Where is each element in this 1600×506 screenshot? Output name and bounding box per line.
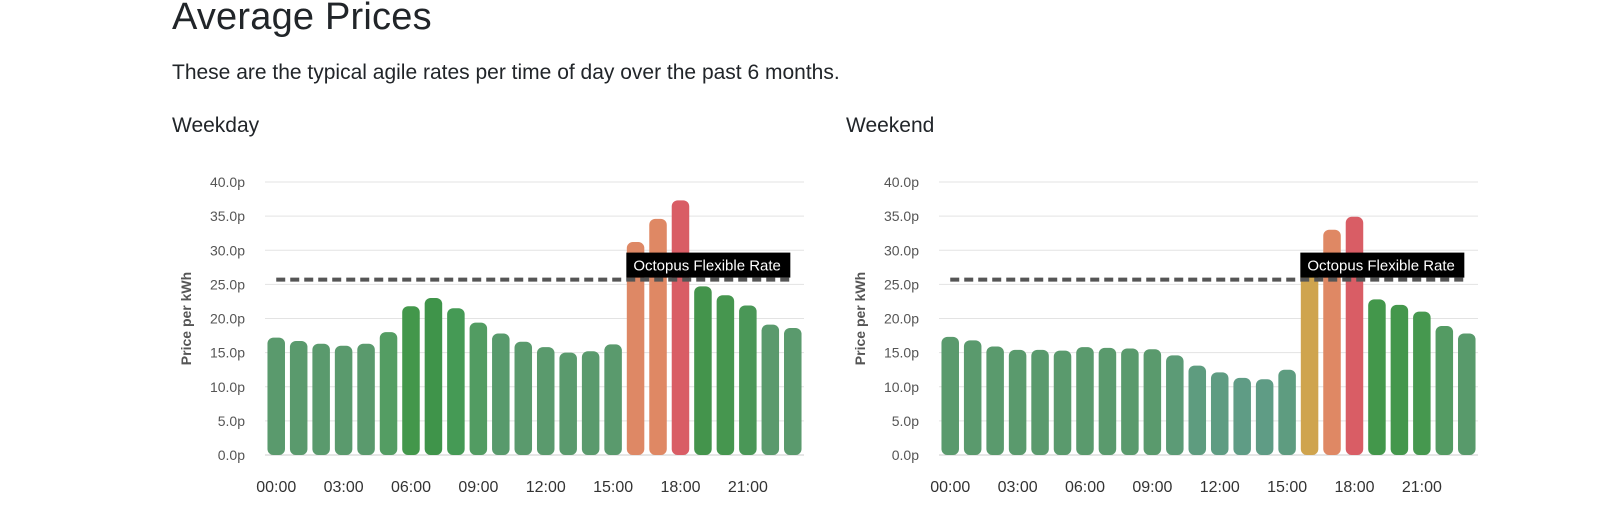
price-bar	[1008, 349, 1027, 455]
x-tick-label: 09:00	[458, 479, 498, 496]
price-bar	[963, 340, 982, 455]
x-tick-label: 12:00	[526, 479, 566, 496]
price-bar	[761, 324, 780, 455]
y-tick-label: 10.0p	[210, 379, 245, 395]
x-tick-label: 21:00	[728, 479, 768, 496]
price-bar	[1458, 333, 1476, 455]
x-tick-label: 03:00	[998, 479, 1038, 496]
x-tick-label: 06:00	[391, 479, 431, 496]
y-axis-label: Price per kWh	[178, 272, 194, 365]
price-bar	[694, 286, 712, 455]
price-bar	[447, 308, 465, 455]
price-bar	[1255, 379, 1274, 455]
price-bar	[671, 200, 690, 455]
x-tick-label: 21:00	[1402, 479, 1442, 496]
price-bar	[941, 336, 959, 455]
price-bar	[1143, 349, 1162, 455]
price-bar	[1233, 377, 1251, 455]
x-tick-label: 15:00	[593, 479, 633, 496]
price-bar	[986, 346, 1004, 455]
flexible-rate-label-text: Octopus Flexible Rate	[1307, 258, 1455, 275]
price-bar	[1031, 349, 1049, 455]
y-tick-label: 35.0p	[884, 208, 919, 224]
price-bar	[559, 352, 577, 455]
weekend-price-chart: 0.0p 5.0p 10.0p 15.0p 20.0p 25.0p 30.0p 35.0p 40…	[852, 174, 1478, 496]
weekday-price-chart: 0.0p 5.0p 10.0p 15.0p 20.0p 25.0p 30.0p 35.0p 40…	[178, 174, 804, 496]
price-bar	[1210, 372, 1229, 455]
price-bar	[312, 343, 330, 455]
price-bar	[289, 341, 308, 455]
page-subtitle: These are the typical agile rates per ti…	[172, 61, 840, 84]
price-bar	[626, 242, 645, 455]
flexible-rate-label-text: Octopus Flexible Rate	[633, 258, 781, 275]
price-bar	[1345, 216, 1364, 455]
flexible-rate-label: Octopus Flexible Rate	[626, 252, 791, 278]
price-bar	[1435, 326, 1454, 455]
y-tick-label: 40.0p	[210, 174, 245, 190]
price-bar	[1121, 348, 1139, 455]
page-title: Average Prices	[172, 0, 432, 38]
x-tick-label: 06:00	[1065, 479, 1105, 496]
x-tick-label: 00:00	[256, 479, 296, 496]
price-bar	[1300, 265, 1319, 455]
y-tick-label: 5.0p	[218, 413, 245, 429]
price-bar	[379, 332, 398, 455]
y-tick-label: 35.0p	[210, 208, 245, 224]
y-tick-label: 25.0p	[884, 276, 919, 292]
x-tick-label: 00:00	[930, 479, 970, 496]
price-bar	[1076, 347, 1094, 455]
y-tick-label: 0.0p	[892, 447, 919, 463]
weekend-chart-heading: Weekend	[846, 114, 935, 137]
price-bar	[492, 333, 510, 455]
price-bar	[1413, 311, 1431, 455]
y-tick-label: 25.0p	[210, 276, 245, 292]
price-bar	[1368, 299, 1386, 455]
y-tick-label: 20.0p	[884, 311, 919, 327]
price-bar	[716, 295, 735, 455]
x-tick-label: 18:00	[660, 479, 700, 496]
x-tick-label: 15:00	[1267, 479, 1307, 496]
y-tick-label: 10.0p	[884, 379, 919, 395]
price-bar	[334, 345, 353, 455]
y-tick-label: 20.0p	[210, 311, 245, 327]
x-tick-label: 12:00	[1200, 479, 1240, 496]
price-bar	[514, 341, 533, 455]
y-axis-label: Price per kWh	[852, 272, 868, 365]
price-bar	[604, 344, 622, 455]
price-bar	[581, 351, 600, 455]
price-bar	[536, 347, 555, 455]
x-tick-label: 03:00	[324, 479, 364, 496]
price-bar	[469, 322, 488, 455]
y-tick-label: 40.0p	[884, 174, 919, 190]
price-bar	[1188, 365, 1207, 455]
x-tick-label: 18:00	[1334, 479, 1374, 496]
x-tick-label: 09:00	[1132, 479, 1172, 496]
y-tick-label: 15.0p	[884, 345, 919, 361]
price-bar	[1323, 229, 1341, 455]
price-bar	[784, 328, 802, 455]
flexible-rate-label-box	[1300, 252, 1465, 278]
y-tick-label: 5.0p	[892, 413, 919, 429]
price-bar	[1098, 347, 1117, 455]
flexible-rate-label-box	[626, 252, 791, 278]
price-bar	[1053, 350, 1072, 455]
y-tick-label: 0.0p	[218, 447, 245, 463]
y-tick-label: 15.0p	[210, 345, 245, 361]
price-bar	[357, 343, 375, 455]
y-tick-label: 30.0p	[884, 242, 919, 258]
price-bar	[267, 337, 285, 455]
price-bar	[1166, 355, 1184, 455]
price-bar	[1278, 369, 1296, 455]
price-bar	[1390, 304, 1409, 455]
price-bar	[424, 298, 443, 455]
price-bar	[402, 306, 420, 455]
y-tick-label: 30.0p	[210, 242, 245, 258]
price-bar	[739, 305, 757, 455]
flexible-rate-label: Octopus Flexible Rate	[1300, 252, 1465, 278]
weekday-chart-heading: Weekday	[172, 114, 260, 137]
